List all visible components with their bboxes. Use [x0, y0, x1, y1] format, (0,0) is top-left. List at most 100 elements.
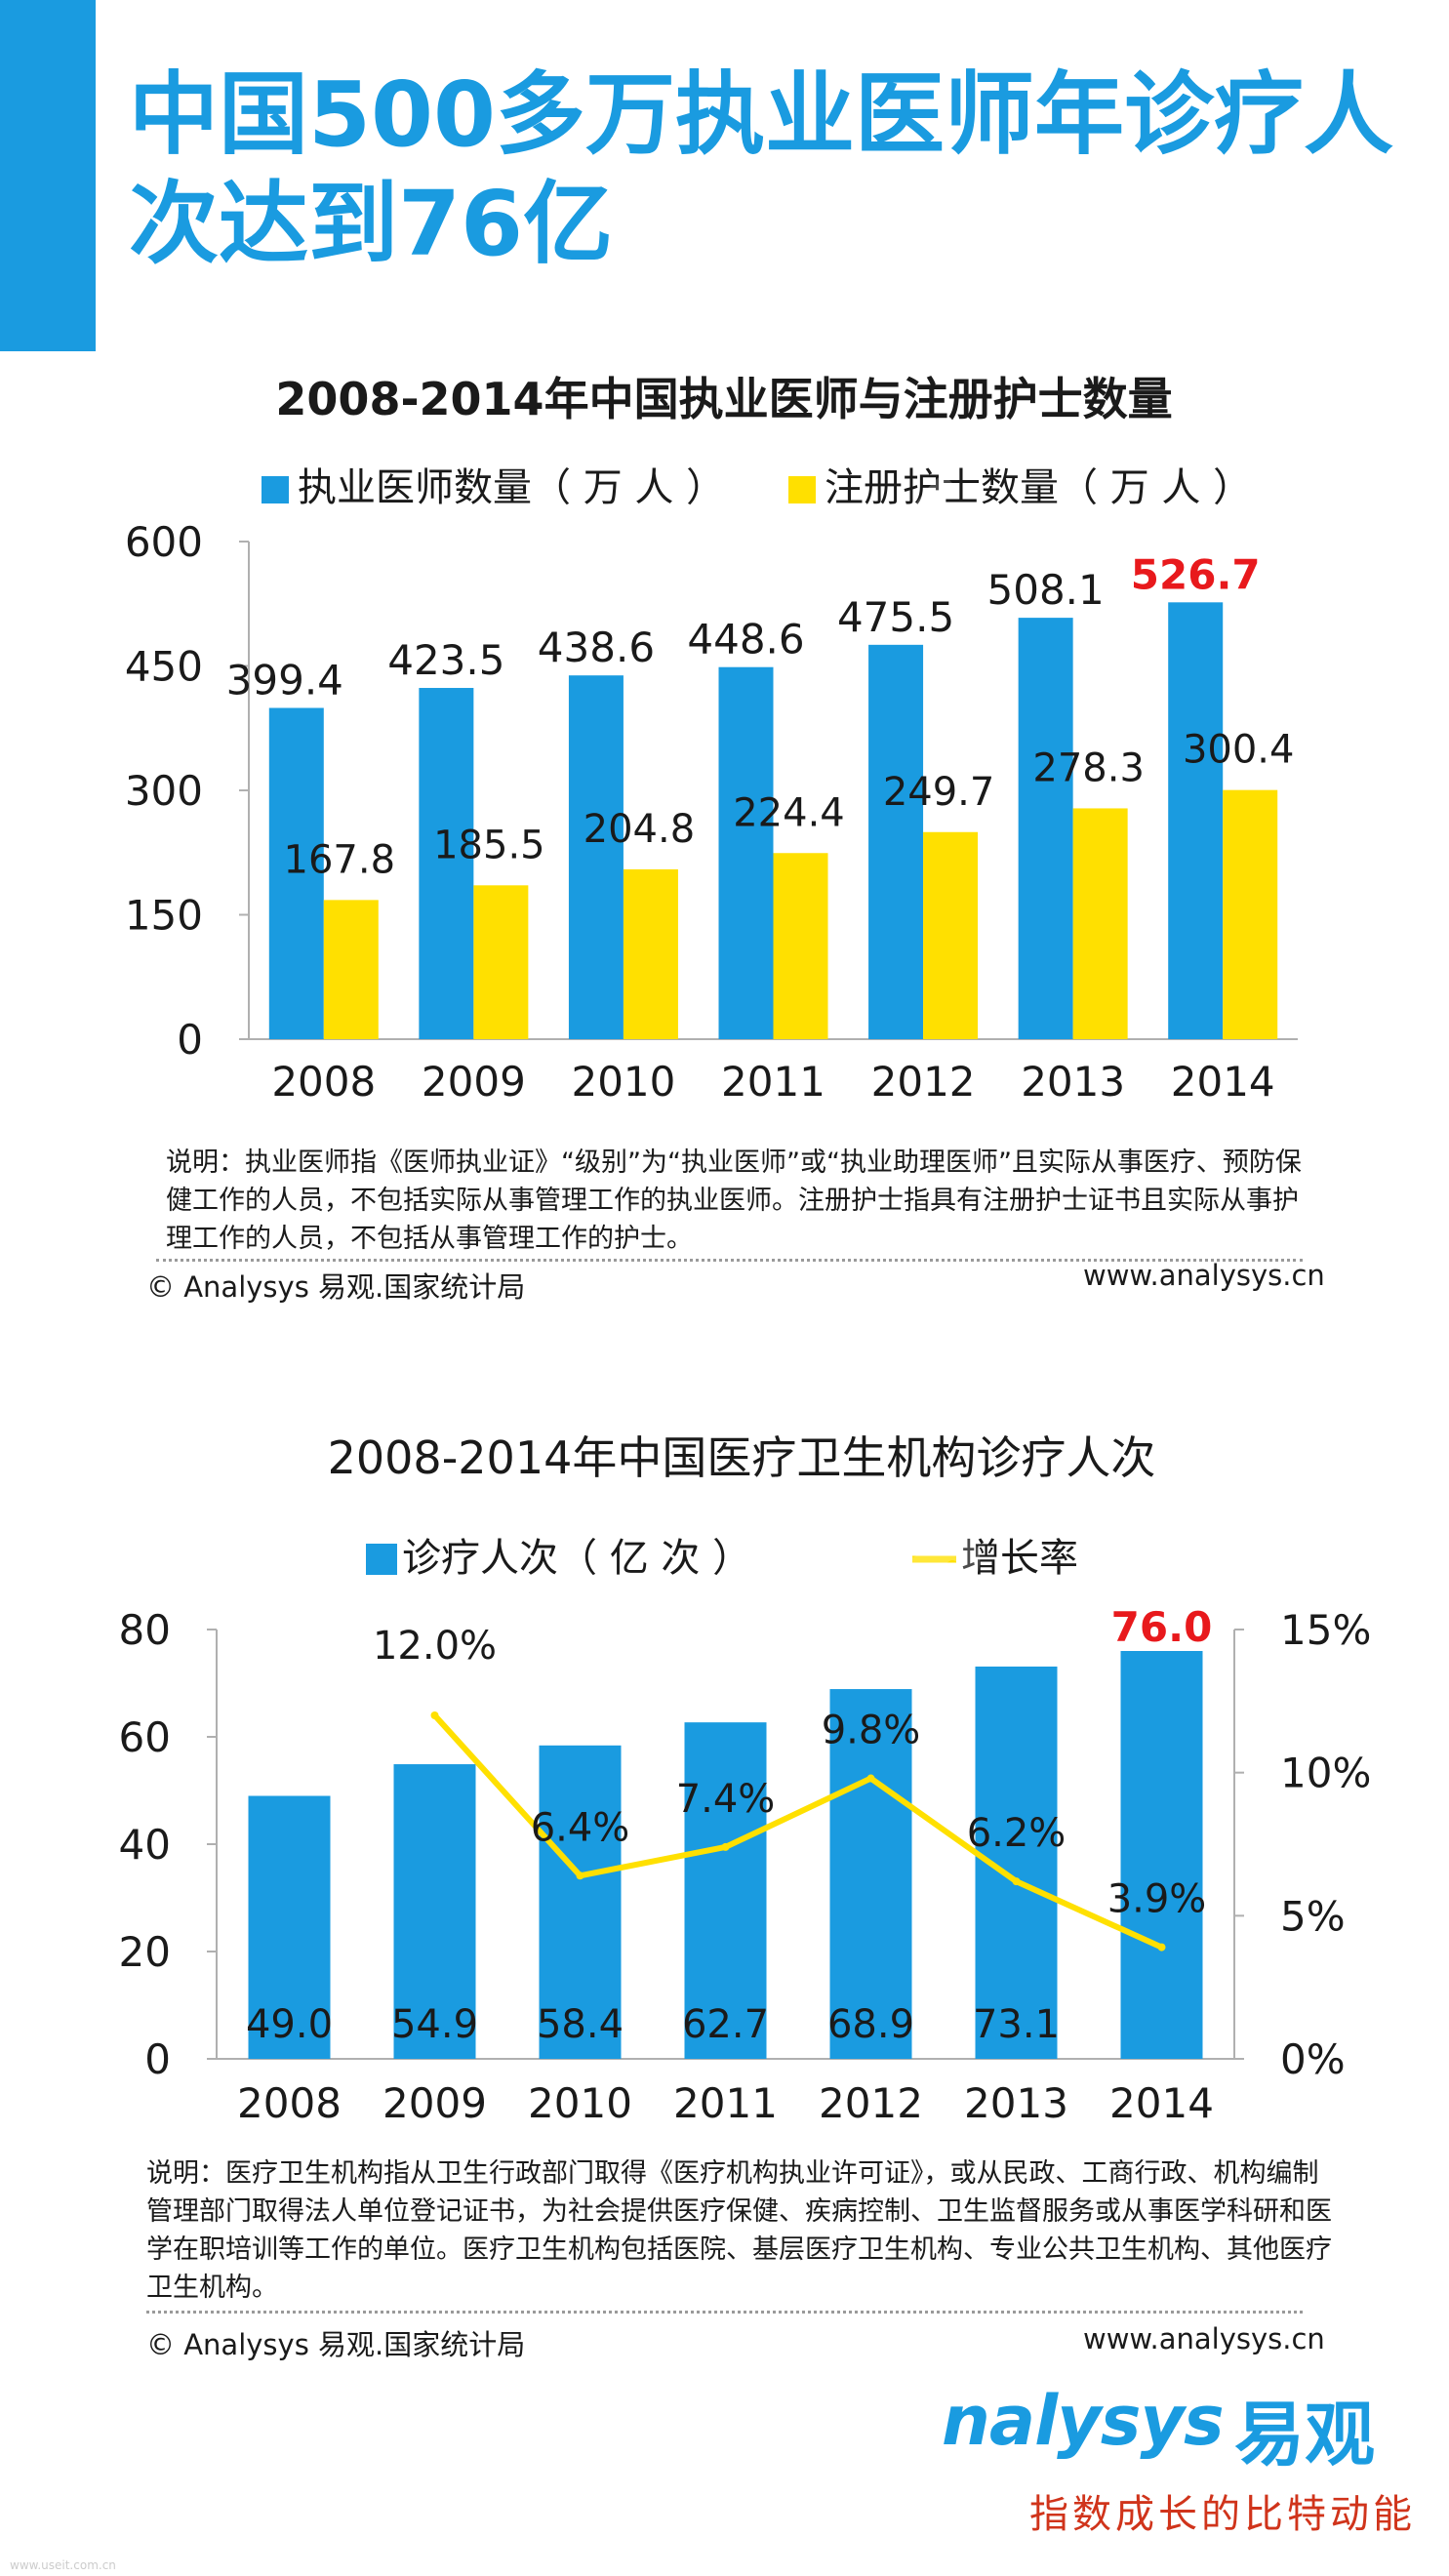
chart1-source: © Analysys 易观.国家统计局 [146, 1270, 526, 1304]
data-label-nurses: 204.8 [584, 807, 696, 852]
bar-visits [829, 1689, 912, 2059]
data-label-visits: 76.0 [1111, 1603, 1213, 1651]
data-label-growth: 12.0% [373, 1624, 497, 1669]
data-label-physicians: 423.5 [387, 636, 504, 684]
legend-label-nurses: 注册护士数量（ 万 人 ） [825, 465, 1252, 510]
data-label-nurses: 249.7 [883, 770, 995, 815]
chart1-website: www.analysys.cn [1083, 1259, 1325, 1292]
brand-logo: nalysys 易观 指数成长的比特动能 [942, 2381, 1429, 2537]
x-tick-label: 2012 [871, 1058, 976, 1106]
legend-swatch-nurses [788, 476, 816, 503]
chart2-note: 说明：医疗卫生机构指从卫生行政部门取得《医疗机构执业许可证》，或从民政、工商行政… [146, 2158, 1332, 2303]
data-label-physicians: 399.4 [226, 657, 343, 704]
data-label-physicians: 526.7 [1131, 550, 1261, 598]
legend-label-visits: 诊疗人次（ 亿 次 ） [402, 1536, 751, 1581]
bar-physicians [1168, 602, 1224, 1039]
y-tick-label-right: 10% [1280, 1750, 1371, 1797]
chart1-divider [156, 1259, 1303, 1262]
data-label-visits: 62.7 [682, 2002, 769, 2047]
growth-point [1012, 1877, 1021, 1886]
y-tick-label: 0 [177, 1016, 203, 1064]
x-tick-label: 2011 [721, 1058, 825, 1106]
page-title: 中国500多万执业医师年诊疗人次达到76亿 [129, 62, 1394, 276]
bar-nurses [623, 868, 678, 1039]
data-label-nurses: 185.5 [433, 823, 545, 867]
bar-visits [1120, 1651, 1203, 2059]
chart2-title: 2008-2014年中国医疗卫生机构诊疗人次 [328, 1431, 1156, 1484]
y-tick-label-left: 40 [119, 1821, 171, 1869]
brand-slogan: 指数成长的比特动能 [1029, 2492, 1416, 2537]
x-tick-label: 2013 [964, 2079, 1068, 2127]
chart2-divider [146, 2311, 1303, 2314]
brand-name: nalysys [942, 2381, 1225, 2461]
x-tick-label: 2010 [571, 1058, 675, 1106]
x-tick-label: 2013 [1021, 1058, 1125, 1106]
data-label-growth: 3.9% [1107, 1877, 1207, 1922]
y-tick-label-left: 0 [144, 2035, 171, 2083]
data-label-growth: 9.8% [822, 1709, 921, 1753]
legend-label-physicians: 执业医师数量（ 万 人 ） [298, 465, 725, 510]
growth-line [432, 1712, 1163, 1951]
legend-swatch-physicians [262, 476, 289, 503]
y-tick-label-right: 5% [1280, 1892, 1346, 1940]
bar-nurses [1072, 808, 1128, 1039]
chart1-title: 2008-2014年中国执业医师与注册护士数量 [275, 373, 1172, 425]
y-tick-label: 600 [125, 518, 203, 566]
data-label-growth: 7.4% [676, 1777, 776, 1822]
y-tick-label: 150 [125, 892, 203, 940]
data-label-growth: 6.2% [967, 1811, 1067, 1856]
x-tick-label: 2009 [382, 2079, 487, 2127]
growth-point [721, 1842, 730, 1851]
bar-physicians [718, 666, 774, 1039]
brand-name-cn: 易观 [1234, 2394, 1376, 2475]
legend-swatch-visits [366, 1544, 397, 1575]
bar-visits [684, 1722, 767, 2059]
data-label-visits: 68.9 [827, 2002, 914, 2047]
x-tick-label: 2014 [1171, 1058, 1275, 1106]
x-tick-label: 2012 [819, 2079, 923, 2127]
data-label-nurses: 300.4 [1183, 728, 1295, 773]
bar-physicians [419, 688, 474, 1039]
chart2-website: www.analysys.cn [1083, 2322, 1325, 2355]
data-label-physicians: 475.5 [837, 593, 954, 641]
bar-nurses [923, 831, 979, 1039]
data-label-growth: 6.4% [531, 1805, 630, 1850]
data-label-visits: 54.9 [391, 2002, 478, 2047]
x-tick-label: 2010 [528, 2079, 632, 2127]
legend-label-growth: 增长率 [961, 1536, 1078, 1581]
y-tick-label-left: 80 [119, 1606, 171, 1654]
bar-physicians [868, 644, 924, 1039]
data-label-physicians: 438.6 [538, 624, 655, 671]
y-tick-label: 450 [125, 643, 203, 691]
data-label-physicians: 448.6 [687, 616, 804, 664]
data-label-nurses: 224.4 [733, 790, 845, 835]
y-tick-label-right: 0% [1280, 2035, 1346, 2083]
y-tick-label-left: 60 [119, 1713, 171, 1761]
data-label-nurses: 167.8 [284, 837, 396, 882]
x-tick-label: 2009 [422, 1058, 526, 1106]
bar-nurses [323, 900, 379, 1039]
corner-watermark-text: www.useit.com.cn [10, 2558, 116, 2572]
x-tick-label: 2008 [237, 2079, 342, 2127]
growth-point [1157, 1943, 1166, 1952]
bar-nurses [473, 885, 529, 1039]
bar-visits [393, 1764, 476, 2059]
growth-point [430, 1711, 439, 1719]
y-tick-label-right: 15% [1280, 1606, 1371, 1654]
growth-point [576, 1872, 584, 1880]
title-accent-bar [0, 0, 96, 351]
chart2-source: © Analysys 易观.国家统计局 [146, 2328, 526, 2361]
bar-nurses [773, 853, 828, 1039]
growth-point [866, 1774, 875, 1783]
bar-physicians [268, 707, 324, 1039]
y-tick-label: 300 [125, 767, 203, 815]
x-tick-label: 2008 [271, 1058, 376, 1106]
data-label-physicians: 508.1 [987, 566, 1105, 614]
bar-nurses [1223, 789, 1278, 1039]
bar-physicians [1018, 618, 1073, 1039]
y-tick-label-left: 20 [119, 1928, 171, 1976]
data-label-visits: 49.0 [246, 2002, 333, 2047]
bar-physicians [568, 675, 624, 1039]
